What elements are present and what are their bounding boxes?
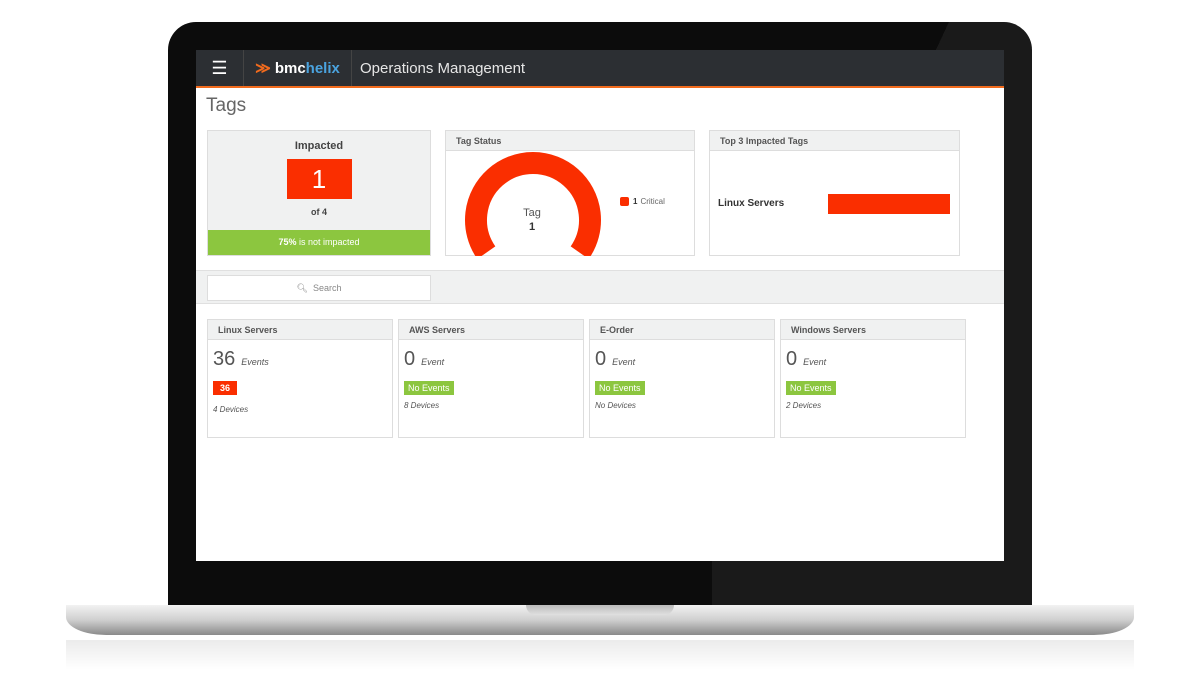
bmc-helix-logo[interactable]: ≫ bmc helix [244, 50, 352, 86]
not-impacted-text: is not impacted [299, 237, 360, 247]
event-count: 0 [595, 348, 607, 370]
logo-text: bmc [274, 59, 306, 77]
top-bar: ☰ ≫ bmc helix Operations Management [196, 50, 1004, 88]
legend-swatch [620, 197, 629, 206]
tag-status-gauge [465, 152, 601, 256]
event-unit: Event [421, 357, 445, 367]
impacted-card: Impacted 1 of 4 75% is not impacted [207, 130, 431, 256]
top3-item-label: Linux Servers [718, 198, 785, 209]
tag-name: Linux Servers [208, 320, 392, 340]
event-unit: Event [803, 357, 827, 367]
not-impacted-bar: 75% is not impacted [208, 230, 430, 255]
top3-item-bar[interactable] [828, 194, 950, 214]
tag-card-e-order[interactable]: E-Order 0 Event No Events No Devices [589, 319, 775, 438]
search-bar: 🔍︎ Search [196, 270, 1004, 304]
event-unit: Events [241, 357, 269, 367]
event-badge: No Events [786, 381, 836, 395]
search-input[interactable]: 🔍︎ Search [207, 275, 431, 301]
gauge-center-value: 1 [528, 221, 536, 233]
logo-text-helix: helix [305, 59, 340, 77]
event-badge: No Events [404, 381, 454, 395]
top3-card: Top 3 Impacted Tags Linux Servers [709, 130, 960, 256]
event-count: 0 [404, 348, 416, 370]
tag-card-linux-servers[interactable]: Linux Servers 36 Events 36 4 Devices [207, 319, 393, 438]
gauge-critical-arc[interactable] [465, 152, 601, 256]
not-impacted-pct: 75% [278, 237, 297, 247]
tag-name: E-Order [590, 320, 774, 340]
impacted-count[interactable]: 1 [286, 159, 352, 199]
device-count: 2 Devices [786, 401, 822, 410]
legend-label: Critical [640, 197, 665, 206]
event-unit: Event [612, 357, 636, 367]
top3-title: Top 3 Impacted Tags [710, 131, 959, 151]
event-badge: No Events [595, 381, 645, 395]
device-count: No Devices [595, 401, 636, 410]
tag-status-card: Tag Status Tag 1 1 Critical [445, 130, 695, 256]
tag-name: Windows Servers [781, 320, 965, 340]
impacted-title: Impacted [294, 140, 344, 152]
hamburger-menu-icon[interactable]: ☰ [196, 50, 244, 86]
tag-card-windows-servers[interactable]: Windows Servers 0 Event No Events 2 Devic… [780, 319, 966, 438]
app-screen: ☰ ≫ bmc helix Operations Management Tags I… [196, 50, 1004, 561]
device-count: 4 Devices [213, 405, 249, 414]
laptop-notch [526, 605, 674, 615]
gauge-center-label: Tag [523, 207, 541, 219]
search-icon: 🔍︎ [296, 283, 308, 293]
page-title: Tags [206, 95, 247, 116]
tag-status-title: Tag Status [446, 131, 694, 151]
laptop-reflection [66, 640, 1134, 670]
event-count: 0 [786, 348, 798, 370]
bmc-logo-icon: ≫ [255, 60, 271, 77]
impacted-total: of 4 [310, 207, 327, 217]
tag-name: AWS Servers [399, 320, 583, 340]
device-count: 8 Devices [404, 401, 440, 410]
legend-critical[interactable]: 1 Critical [620, 197, 665, 206]
tag-card-aws-servers[interactable]: AWS Servers 0 Event No Events 8 Devices [398, 319, 584, 438]
event-badge: 36 [213, 381, 238, 395]
event-count: 36 [213, 348, 236, 370]
legend-count: 1 [633, 197, 638, 206]
search-placeholder: Search [312, 283, 342, 293]
app-title: Operations Management [360, 59, 526, 77]
